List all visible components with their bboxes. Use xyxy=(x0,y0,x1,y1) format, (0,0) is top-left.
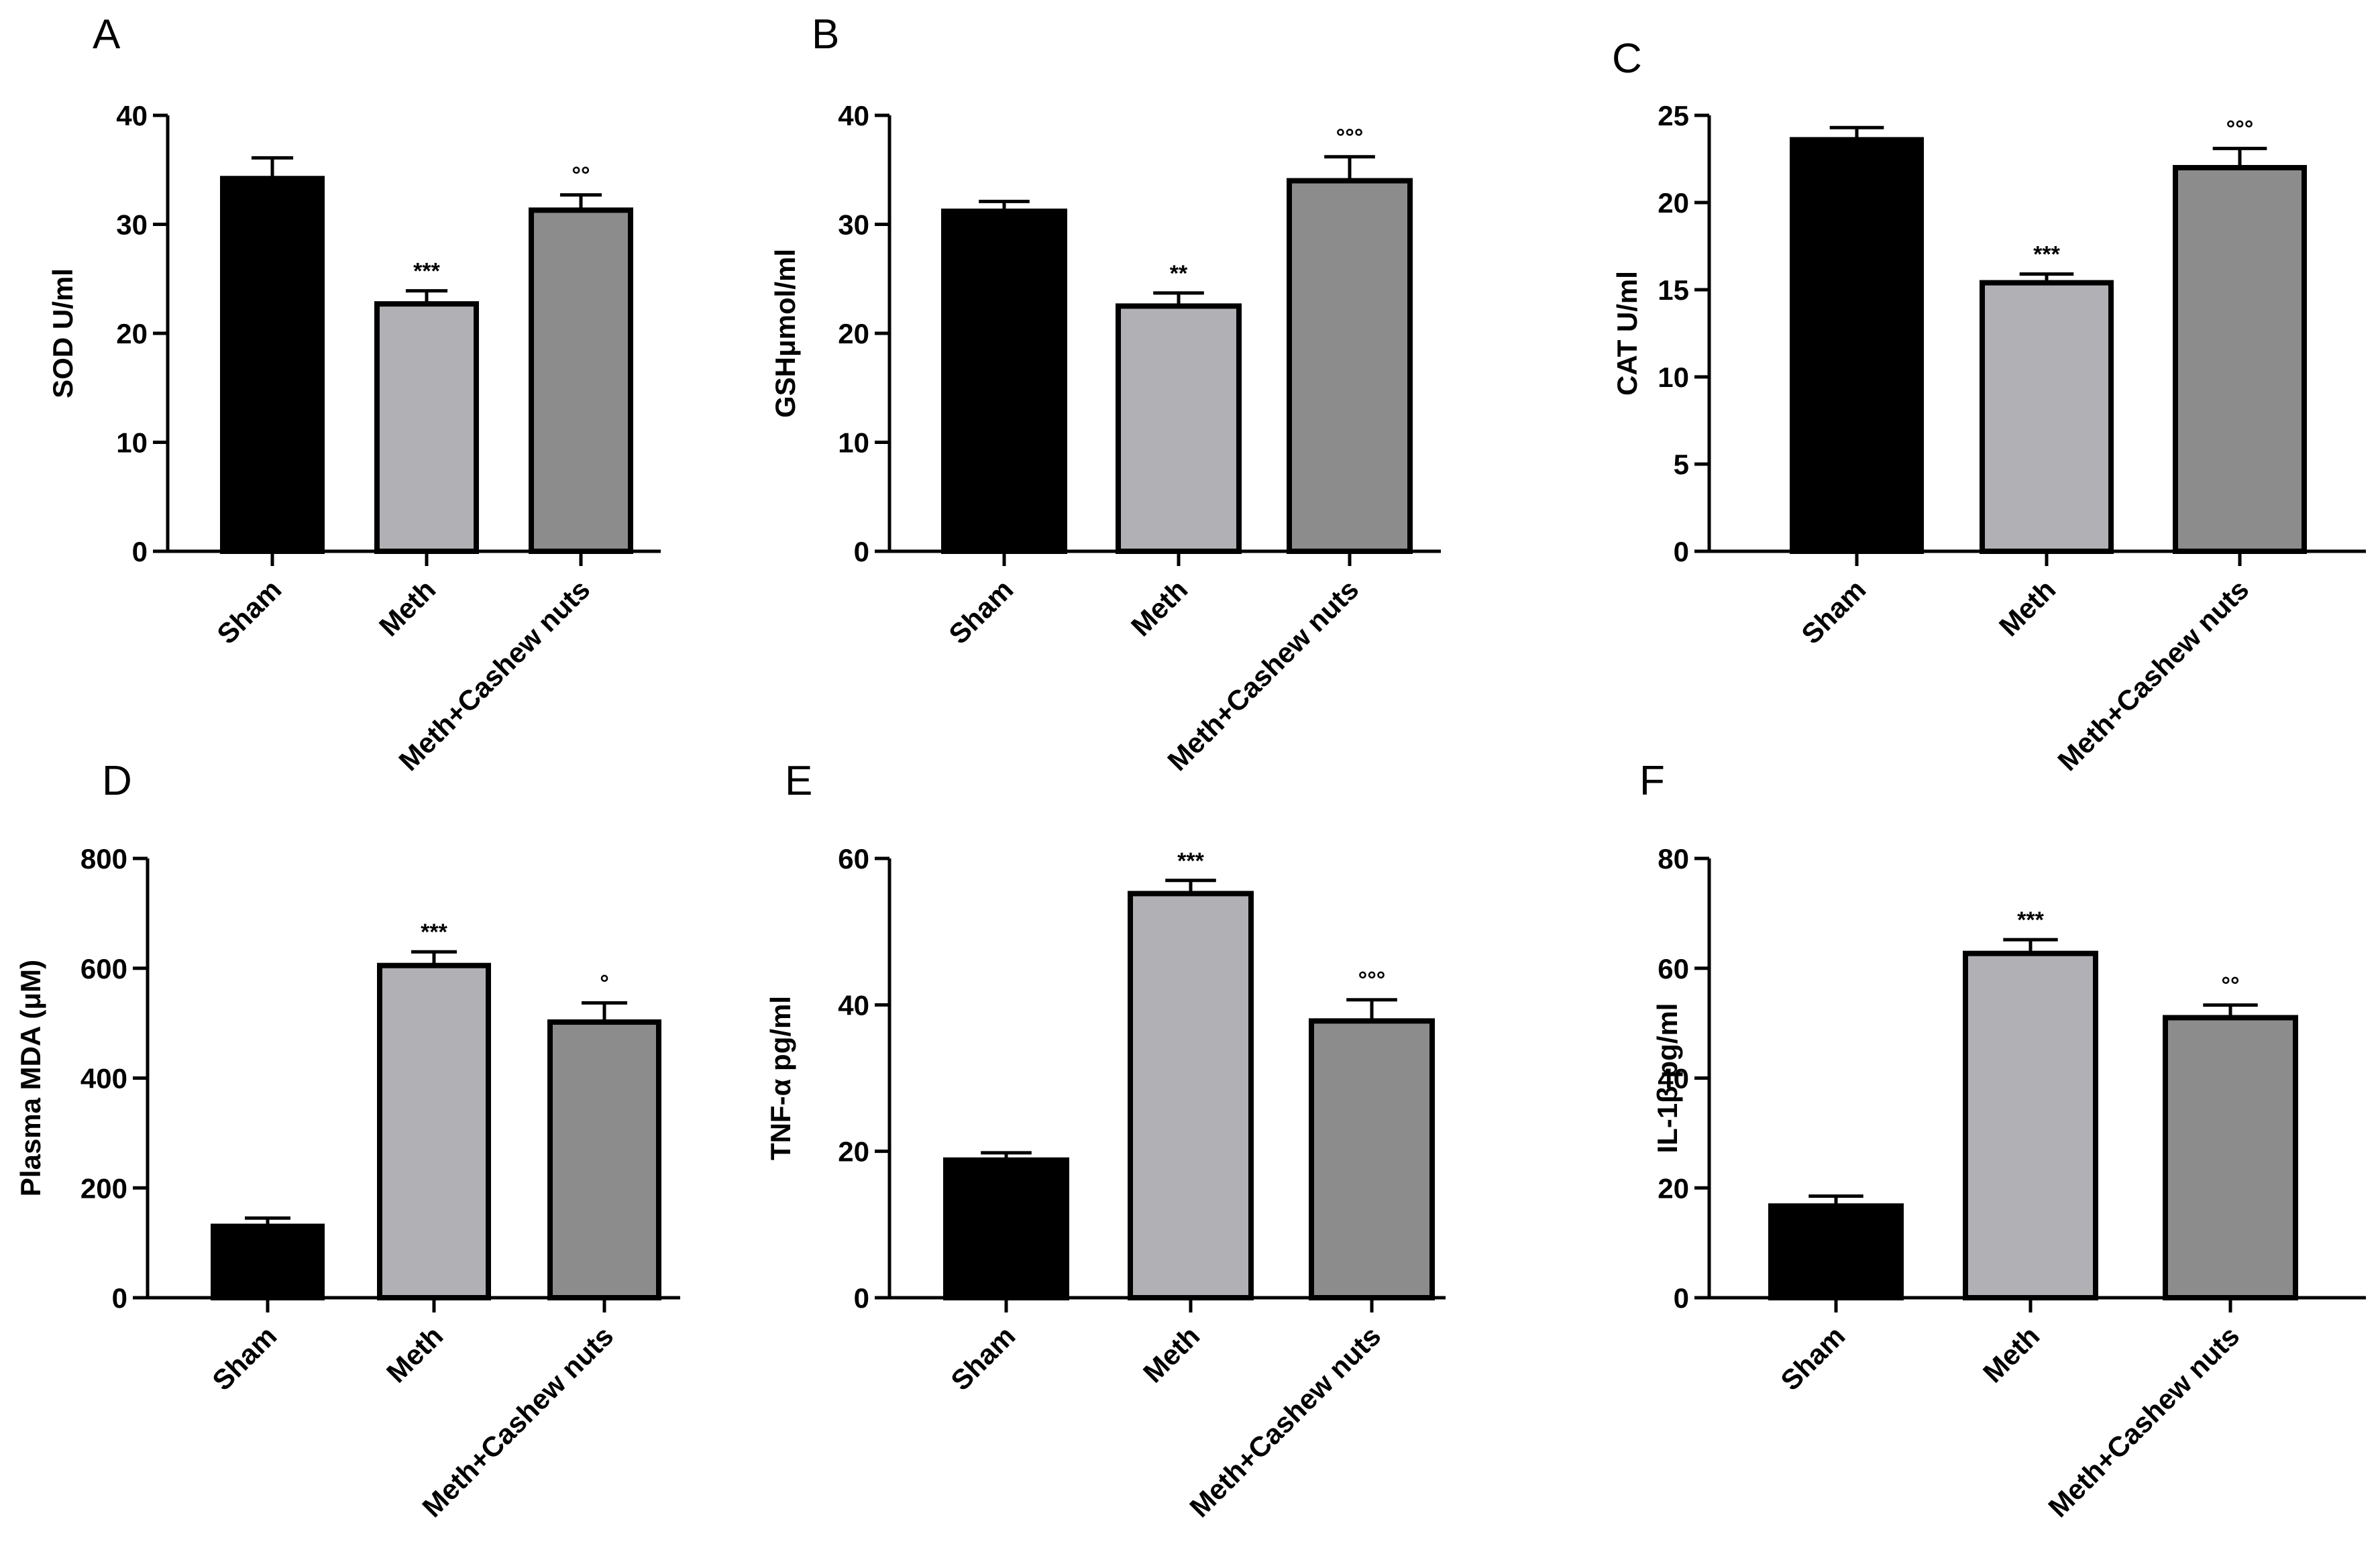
panel-letter: A xyxy=(93,11,121,58)
bar-sham xyxy=(941,209,1067,554)
bar-sham xyxy=(1790,137,1924,554)
y-tick-label: 40 xyxy=(1658,1063,1689,1095)
y-tick-label: 20 xyxy=(116,318,148,349)
significance-label: °° xyxy=(2221,973,2239,999)
panel-d: D Plasma MDA (μM) 0 200 400 600 800 Sham *** Meth… xyxy=(15,758,680,1523)
significance-label: *** xyxy=(421,919,447,945)
y-tick-label: 5 xyxy=(1674,449,1689,480)
y-tick-label: 40 xyxy=(838,100,869,131)
significance-label: *** xyxy=(1177,848,1204,874)
bar-sham xyxy=(1768,1203,1904,1301)
category-label: Meth+Cashew nuts xyxy=(1183,1320,1387,1523)
significance-label: *** xyxy=(2017,907,2044,933)
y-tick-label: 30 xyxy=(838,209,869,241)
bar-meth xyxy=(1963,950,2098,1301)
y-tick-label: 0 xyxy=(1674,1282,1689,1314)
panel-c: C CAT U/ml 0 5 10 15 20 25 Sham *** Meth °°° Meth+Ca… xyxy=(1611,36,2366,777)
y-tick-label: 15 xyxy=(1658,274,1689,306)
y-tick-label: 40 xyxy=(838,989,869,1021)
panel-letter: E xyxy=(785,758,812,804)
significance-label: *** xyxy=(2033,242,2060,268)
category-label: Meth xyxy=(1977,1320,2046,1389)
category-label: Sham xyxy=(942,573,1019,650)
bar-sham xyxy=(220,176,325,554)
y-tick-label: 0 xyxy=(132,536,148,567)
category-label: Meth+Cashew nuts xyxy=(416,1320,619,1523)
y-tick-label: 25 xyxy=(1658,100,1689,131)
category-label: Meth xyxy=(380,1320,449,1389)
category-label: Meth+Cashew nuts xyxy=(1161,573,1364,777)
y-axis-label: CAT U/ml xyxy=(1611,271,1643,396)
y-tick-label: 20 xyxy=(838,318,869,349)
y-tick-label: 20 xyxy=(838,1136,869,1168)
y-tick-label: 80 xyxy=(1658,843,1689,875)
panel-letter: D xyxy=(102,758,132,804)
bar-meth xyxy=(377,962,491,1300)
y-tick-label: 200 xyxy=(80,1172,127,1204)
y-axis-label: Plasma MDA (μM) xyxy=(15,960,46,1196)
bar-meth xyxy=(1980,280,2114,554)
significance-label: *** xyxy=(413,259,440,284)
y-tick-label: 20 xyxy=(1658,1172,1689,1204)
y-tick-label: 10 xyxy=(1658,361,1689,393)
y-tick-label: 30 xyxy=(116,209,148,241)
bar-meth xyxy=(374,301,479,554)
y-axis-label: TNF-α pg/ml xyxy=(765,996,796,1160)
category-label: Sham xyxy=(1774,1320,1851,1396)
bar-meth xyxy=(1128,891,1254,1300)
y-tick-label: 400 xyxy=(80,1063,127,1095)
y-tick-label: 0 xyxy=(854,536,869,567)
category-label: Meth xyxy=(1125,573,1194,642)
y-tick-label: 600 xyxy=(80,953,127,985)
category-label: Sham xyxy=(211,573,287,650)
bar-sham xyxy=(943,1157,1069,1301)
bar-meth-cashew xyxy=(1309,1018,1435,1300)
category-label: Sham xyxy=(206,1320,282,1396)
category-label: Meth+Cashew nuts xyxy=(2042,1320,2245,1523)
y-tick-label: 60 xyxy=(1658,953,1689,985)
y-tick-label: 10 xyxy=(116,427,148,459)
y-tick-label: 800 xyxy=(80,843,127,875)
y-axis-label: SOD U/ml xyxy=(47,268,78,398)
category-label: Sham xyxy=(944,1320,1021,1396)
y-axis-label: IL-1β pg/ml xyxy=(1652,1003,1683,1154)
y-tick-label: 40 xyxy=(116,100,148,131)
significance-label: ° xyxy=(600,970,609,996)
y-tick-label: 20 xyxy=(1658,187,1689,219)
bar-meth-cashew xyxy=(529,207,633,554)
bar-meth xyxy=(1116,303,1242,554)
y-tick-label: 0 xyxy=(854,1282,869,1314)
y-tick-label: 10 xyxy=(838,427,869,459)
significance-label: °°° xyxy=(1358,968,1386,993)
category-label: Sham xyxy=(1795,573,1872,650)
category-label: Meth xyxy=(1137,1320,1206,1389)
category-label: Meth+Cashew nuts xyxy=(2051,573,2255,777)
significance-label: ** xyxy=(1170,261,1188,286)
significance-label: °°° xyxy=(1336,125,1364,150)
bar-sham xyxy=(211,1223,325,1300)
bar-meth-cashew xyxy=(547,1019,661,1301)
panel-letter: B xyxy=(812,11,839,58)
bar-meth-cashew xyxy=(2173,165,2307,554)
significance-label: °°° xyxy=(2226,116,2254,142)
category-label: Meth xyxy=(1993,573,2062,642)
panel-f: F IL-1β pg/ml 0 20 40 60 80 Sham *** Meth °° Meth+C… xyxy=(1639,758,2366,1523)
y-axis-label: GSHμmol/ml xyxy=(769,249,801,418)
category-label: Meth xyxy=(373,573,442,642)
panel-e: E TNF-α pg/ml 0 20 40 60 Sham *** Meth °°° Meth+Ca… xyxy=(765,758,1446,1523)
y-tick-label: 0 xyxy=(1674,536,1689,567)
significance-label: °° xyxy=(572,163,590,188)
bar-meth-cashew xyxy=(2163,1015,2298,1300)
panel-letter: F xyxy=(1639,758,1665,804)
y-tick-label: 0 xyxy=(112,1282,127,1314)
y-tick-label: 60 xyxy=(838,843,869,875)
panel-letter: C xyxy=(1612,36,1642,82)
bar-meth-cashew xyxy=(1287,178,1413,554)
panel-b: B GSHμmol/ml 0 10 20 30 40 Sham ** Meth °°° Meth+Ca… xyxy=(769,11,1441,777)
